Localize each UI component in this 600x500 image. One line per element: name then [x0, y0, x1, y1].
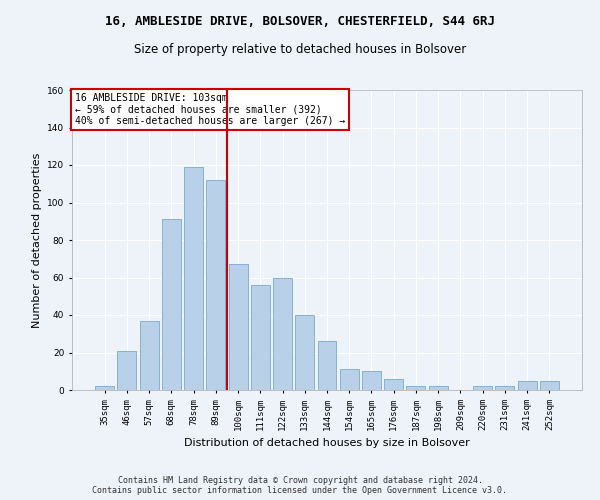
- Text: 16 AMBLESIDE DRIVE: 103sqm
← 59% of detached houses are smaller (392)
40% of sem: 16 AMBLESIDE DRIVE: 103sqm ← 59% of deta…: [74, 93, 345, 126]
- Bar: [317, 341, 337, 390]
- Bar: [295, 315, 314, 390]
- X-axis label: Distribution of detached houses by size in Bolsover: Distribution of detached houses by size …: [184, 438, 470, 448]
- Bar: [229, 264, 248, 390]
- Bar: [251, 285, 270, 390]
- Bar: [118, 350, 136, 390]
- Bar: [206, 180, 225, 390]
- Y-axis label: Number of detached properties: Number of detached properties: [32, 152, 41, 328]
- Bar: [162, 220, 181, 390]
- Bar: [473, 386, 492, 390]
- Bar: [140, 320, 158, 390]
- Bar: [406, 386, 425, 390]
- Bar: [384, 379, 403, 390]
- Bar: [362, 371, 381, 390]
- Bar: [340, 370, 359, 390]
- Bar: [273, 278, 292, 390]
- Bar: [496, 386, 514, 390]
- Text: Contains HM Land Registry data © Crown copyright and database right 2024.
Contai: Contains HM Land Registry data © Crown c…: [92, 476, 508, 495]
- Bar: [518, 380, 536, 390]
- Bar: [184, 167, 203, 390]
- Bar: [540, 380, 559, 390]
- Bar: [429, 386, 448, 390]
- Text: Size of property relative to detached houses in Bolsover: Size of property relative to detached ho…: [134, 42, 466, 56]
- Text: 16, AMBLESIDE DRIVE, BOLSOVER, CHESTERFIELD, S44 6RJ: 16, AMBLESIDE DRIVE, BOLSOVER, CHESTERFI…: [105, 15, 495, 28]
- Bar: [95, 386, 114, 390]
